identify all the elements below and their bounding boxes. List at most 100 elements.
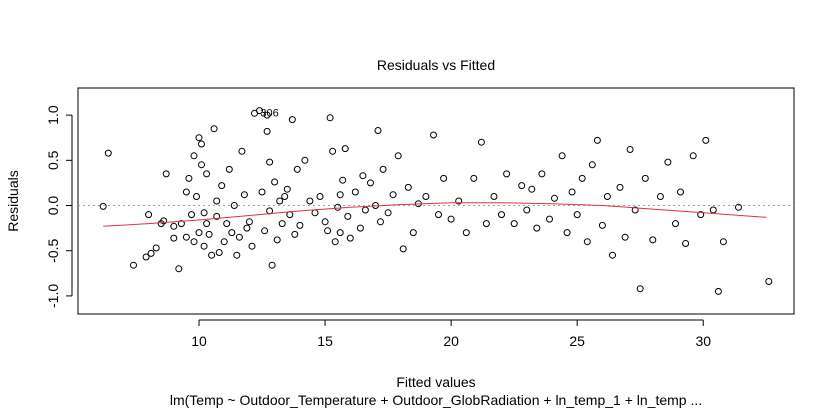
residual-point bbox=[447, 215, 455, 223]
residual-point bbox=[593, 136, 601, 144]
residual-point bbox=[558, 152, 566, 160]
residual-point bbox=[195, 134, 203, 142]
residual-point bbox=[296, 221, 304, 229]
residual-point bbox=[546, 215, 553, 223]
y-tick-label: 1.0 bbox=[45, 105, 61, 125]
residual-point bbox=[682, 240, 690, 247]
residual-point bbox=[185, 174, 193, 182]
residual-point bbox=[621, 233, 629, 241]
residual-point bbox=[631, 206, 639, 214]
residual-point bbox=[329, 147, 337, 155]
residual-point bbox=[359, 172, 367, 180]
residual-point bbox=[697, 211, 705, 219]
residual-point bbox=[203, 170, 211, 178]
residual-point bbox=[263, 111, 271, 119]
residual-point bbox=[702, 136, 710, 144]
residual-point bbox=[142, 253, 150, 261]
residual-point bbox=[578, 174, 586, 182]
residual-point bbox=[220, 238, 228, 246]
residual-point bbox=[213, 212, 221, 220]
plot-area: 306 bbox=[78, 107, 794, 295]
residual-point bbox=[510, 220, 518, 228]
residual-point bbox=[162, 170, 170, 178]
x-tick-label: 15 bbox=[317, 333, 333, 349]
residual-point bbox=[193, 193, 200, 200]
residual-point bbox=[177, 220, 185, 228]
y-tick-label: 0.0 bbox=[45, 196, 61, 216]
residual-point bbox=[482, 220, 490, 228]
residual-point bbox=[230, 202, 238, 209]
residual-point bbox=[573, 211, 581, 219]
residual-point bbox=[523, 206, 531, 214]
residual-point bbox=[273, 236, 281, 244]
residual-point bbox=[238, 147, 246, 155]
plot-frame bbox=[77, 87, 795, 315]
residual-point bbox=[288, 116, 296, 124]
residual-point bbox=[384, 209, 392, 217]
residual-point bbox=[205, 230, 213, 238]
residual-point bbox=[367, 179, 374, 187]
residual-point bbox=[240, 191, 248, 199]
x-tick-label: 25 bbox=[569, 333, 585, 349]
residual-point bbox=[470, 174, 478, 182]
residual-point bbox=[588, 161, 596, 169]
residual-point bbox=[583, 238, 591, 246]
residual-point bbox=[326, 114, 334, 122]
residual-point bbox=[714, 287, 722, 295]
residual-point bbox=[160, 217, 168, 225]
residual-point bbox=[170, 234, 178, 242]
residual-point bbox=[341, 145, 349, 153]
residual-point bbox=[377, 218, 384, 226]
residual-point bbox=[203, 220, 211, 228]
residual-point bbox=[147, 249, 155, 257]
residual-point bbox=[719, 238, 727, 246]
residual-point bbox=[344, 212, 352, 220]
residual-point bbox=[261, 227, 269, 235]
residual-point bbox=[435, 211, 442, 219]
residual-point bbox=[518, 182, 526, 190]
residual-point bbox=[649, 236, 657, 244]
residual-point bbox=[389, 191, 397, 199]
residual-point bbox=[225, 165, 233, 173]
residual-point bbox=[301, 156, 309, 164]
residual-point bbox=[765, 278, 773, 285]
residual-point bbox=[735, 203, 742, 211]
residual-point bbox=[598, 221, 606, 229]
residual-point bbox=[399, 245, 407, 253]
residual-point bbox=[316, 193, 324, 200]
residual-point bbox=[404, 183, 412, 191]
residual-point bbox=[626, 146, 634, 153]
residual-point bbox=[379, 165, 387, 173]
residual-point bbox=[568, 188, 576, 196]
residual-point bbox=[190, 152, 198, 160]
residual-point bbox=[291, 230, 299, 238]
residual-point bbox=[152, 244, 160, 252]
residual-point bbox=[256, 107, 263, 115]
x-axis-label: Fitted values bbox=[396, 374, 475, 390]
residual-point bbox=[336, 191, 344, 199]
residual-point bbox=[99, 202, 107, 210]
residual-point bbox=[188, 211, 195, 219]
chart-title: Residuals vs Fitted bbox=[377, 57, 495, 73]
residual-point bbox=[528, 185, 536, 193]
residual-point bbox=[490, 193, 498, 200]
residual-point bbox=[677, 188, 684, 196]
residual-point bbox=[430, 131, 437, 139]
residual-point bbox=[218, 182, 226, 190]
residual-point bbox=[351, 188, 359, 196]
y-tick-label: -1.0 bbox=[45, 284, 61, 308]
residual-point bbox=[477, 138, 485, 146]
residual-point bbox=[235, 233, 243, 241]
residual-point bbox=[215, 249, 223, 256]
residual-point bbox=[195, 229, 203, 237]
residual-point bbox=[374, 127, 382, 134]
residual-point bbox=[213, 197, 221, 205]
residual-point bbox=[281, 193, 289, 200]
residual-point bbox=[336, 229, 344, 237]
residual-point bbox=[664, 158, 672, 166]
y-tick-label: 0.5 bbox=[45, 150, 61, 170]
residual-point bbox=[609, 251, 616, 259]
residual-point bbox=[175, 265, 183, 273]
residual-point bbox=[563, 229, 571, 237]
